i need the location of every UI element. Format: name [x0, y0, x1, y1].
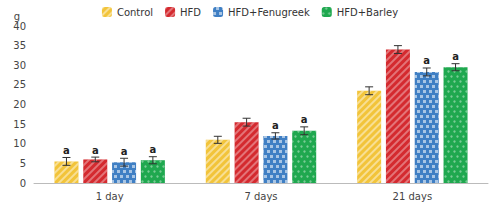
- svg-text:a: a: [423, 55, 430, 66]
- svg-text:21 days: 21 days: [393, 191, 433, 202]
- svg-text:1 day: 1 day: [96, 191, 124, 202]
- svg-text:15: 15: [13, 119, 26, 130]
- svg-text:a: a: [272, 120, 279, 131]
- svg-text:0: 0: [20, 178, 26, 189]
- svg-text:a: a: [149, 144, 156, 155]
- svg-text:25: 25: [13, 79, 26, 90]
- svg-text:40: 40: [13, 21, 26, 32]
- svg-text:g: g: [13, 10, 20, 22]
- svg-text:7 days: 7 days: [244, 191, 277, 202]
- svg-text:a: a: [63, 145, 70, 156]
- svg-text:30: 30: [13, 60, 26, 71]
- svg-text:a: a: [121, 146, 128, 157]
- svg-text:Control: Control: [117, 7, 153, 18]
- svg-text:10: 10: [13, 138, 26, 149]
- svg-text:a: a: [452, 51, 459, 62]
- svg-text:20: 20: [13, 99, 26, 110]
- svg-text:a: a: [92, 145, 99, 156]
- svg-text:HFD: HFD: [180, 7, 201, 18]
- svg-text:HFD+Fenugreek: HFD+Fenugreek: [228, 7, 310, 18]
- svg-text:35: 35: [13, 40, 26, 51]
- svg-text:HFD+Barley: HFD+Barley: [337, 7, 398, 18]
- svg-text:a: a: [301, 114, 308, 125]
- svg-text:5: 5: [20, 158, 26, 169]
